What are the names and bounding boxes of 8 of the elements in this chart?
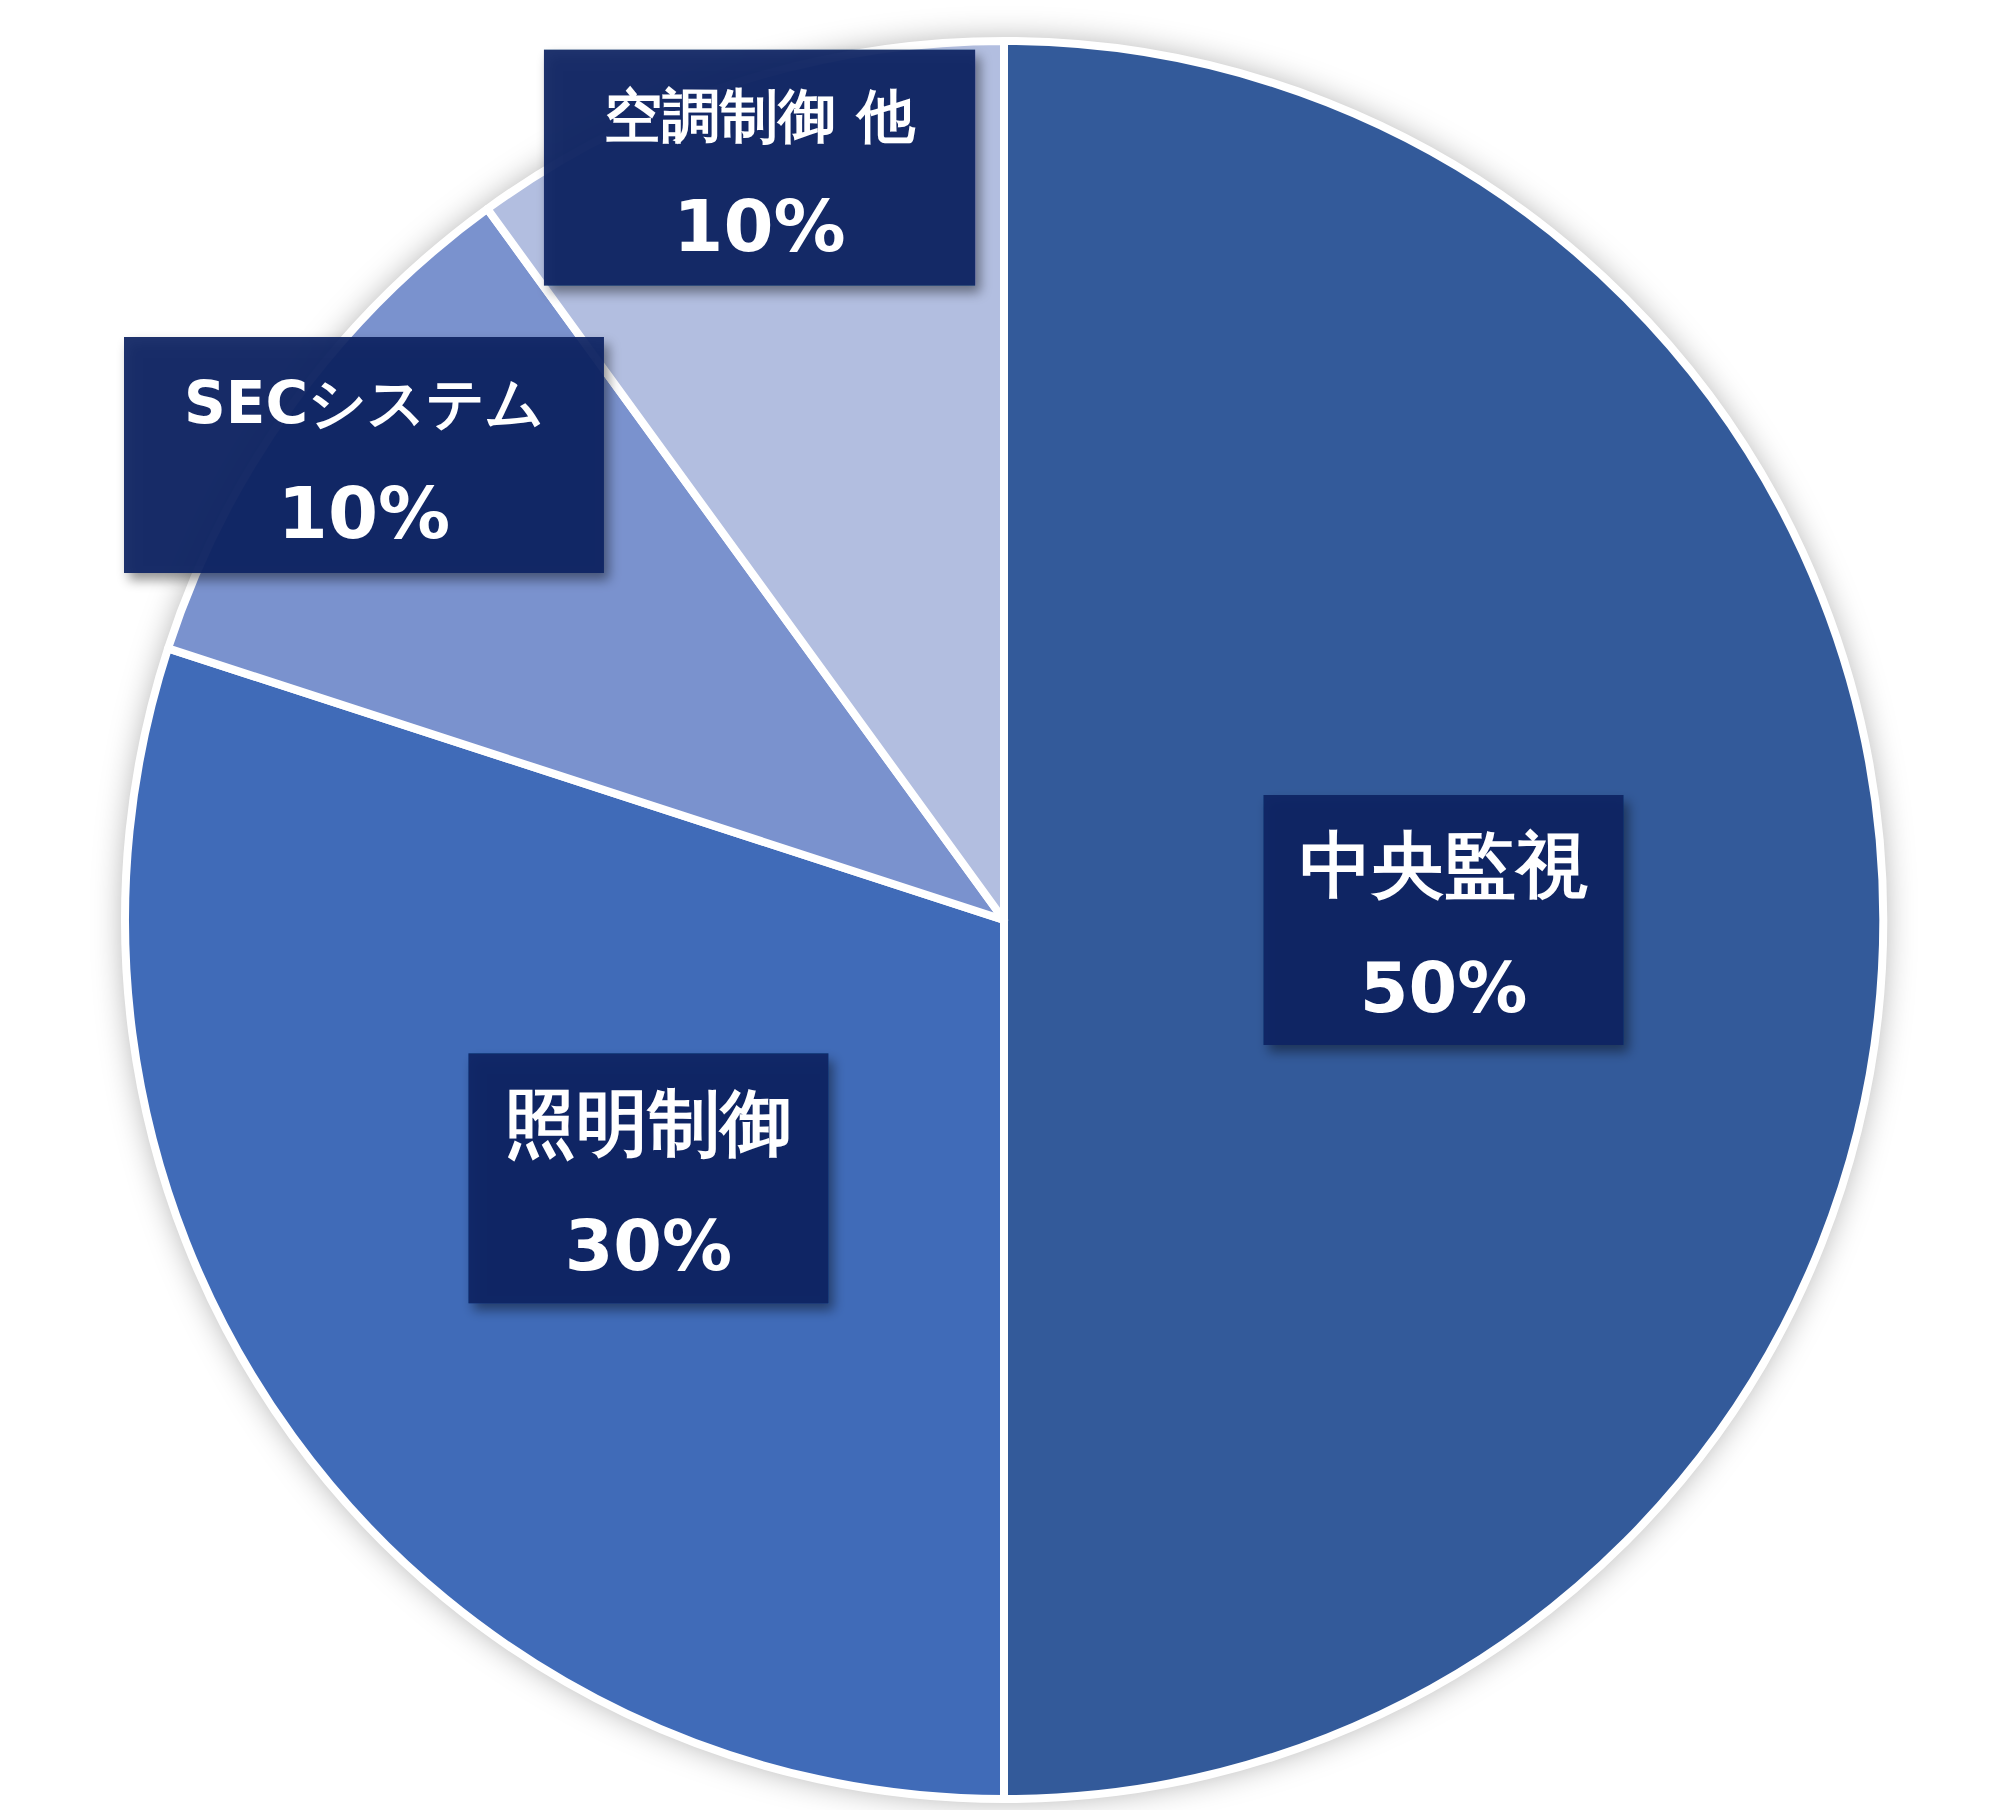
data-label: 50%	[1359, 947, 1528, 1029]
data-label: 10%	[673, 183, 846, 268]
slice-label: SECシステム	[184, 369, 544, 437]
data-label: 30%	[564, 1205, 733, 1288]
data-label: 10%	[277, 471, 451, 555]
slice-label: 空調制御 他	[604, 81, 916, 150]
slice-label: 照明制御	[504, 1081, 793, 1166]
slice-label: 中央監視	[1299, 823, 1588, 907]
